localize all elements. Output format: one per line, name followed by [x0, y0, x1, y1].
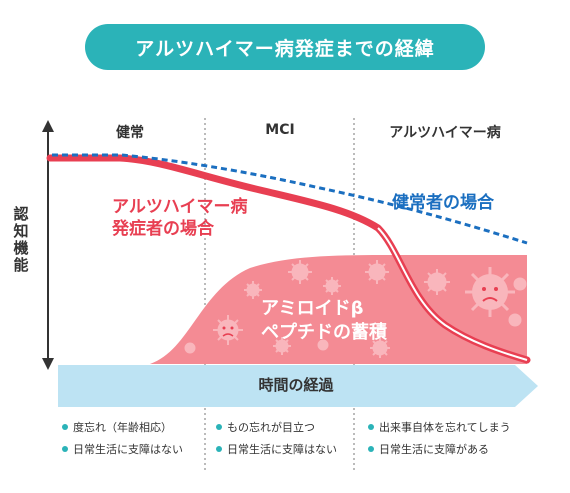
- time-axis-label: 時間の経過: [258, 376, 334, 394]
- amyloid-label: アミロイドβ ペプチドの蓄積: [261, 297, 387, 345]
- notes-alzheimer: 出来事自体を忘れてしまう 日常生活に支障がある: [368, 418, 511, 462]
- bullet-icon: [62, 446, 68, 452]
- list-item: 日常生活に支障はない: [216, 440, 337, 458]
- frown-face-icon: [222, 267, 515, 337]
- alzheimer-curve-label: アルツハイマー病 発症者の場合: [112, 196, 248, 240]
- list-item: 日常生活に支障がある: [368, 440, 511, 458]
- note-text: 出来事自体を忘れてしまう: [379, 421, 511, 434]
- notes-healthy: 度忘れ（年齢相応） 日常生活に支障はない: [62, 418, 183, 462]
- bullet-icon: [62, 424, 68, 430]
- list-item: 出来事自体を忘れてしまう: [368, 418, 511, 436]
- diagram-title: アルツハイマー病発症までの経緯: [85, 24, 485, 70]
- alzheimer-label-line2: 発症者の場合: [112, 219, 214, 239]
- y-axis-label: 認知機能: [11, 206, 30, 274]
- list-item: もの忘れが目立つ: [216, 418, 337, 436]
- bullet-icon: [368, 446, 374, 452]
- note-text: もの忘れが目立つ: [227, 421, 315, 434]
- healthy-curve-label: 健常者の場合: [392, 193, 494, 213]
- bullet-icon: [368, 424, 374, 430]
- amyloid-label-line2: ペプチドの蓄積: [261, 322, 387, 343]
- phase-label-mci: MCI: [265, 122, 295, 138]
- list-item: 度忘れ（年齢相応）: [62, 418, 183, 436]
- alzheimer-curve-inner: [377, 227, 528, 361]
- phase-label-alzheimer: アルツハイマー病: [389, 125, 501, 141]
- virus-icon: [184, 260, 527, 358]
- bullet-icon: [216, 446, 222, 452]
- note-text: 日常生活に支障がある: [379, 443, 489, 456]
- alzheimer-label-line1: アルツハイマー病: [112, 197, 248, 217]
- bullet-icon: [216, 424, 222, 430]
- amyloid-label-line1: アミロイドβ: [261, 298, 364, 319]
- healthy-curve: [52, 153, 528, 245]
- notes-mci: もの忘れが目立つ 日常生活に支障はない: [216, 418, 337, 462]
- list-item: 日常生活に支障はない: [62, 440, 183, 458]
- phase-label-healthy: 健常: [116, 125, 144, 141]
- time-arrow: [58, 365, 538, 407]
- note-text: 日常生活に支障はない: [227, 443, 337, 456]
- note-text: 度忘れ（年齢相応）: [73, 421, 172, 434]
- y-axis-arrow-up: [42, 120, 54, 132]
- note-text: 日常生活に支障はない: [73, 443, 183, 456]
- y-axis-arrow-down: [42, 358, 54, 370]
